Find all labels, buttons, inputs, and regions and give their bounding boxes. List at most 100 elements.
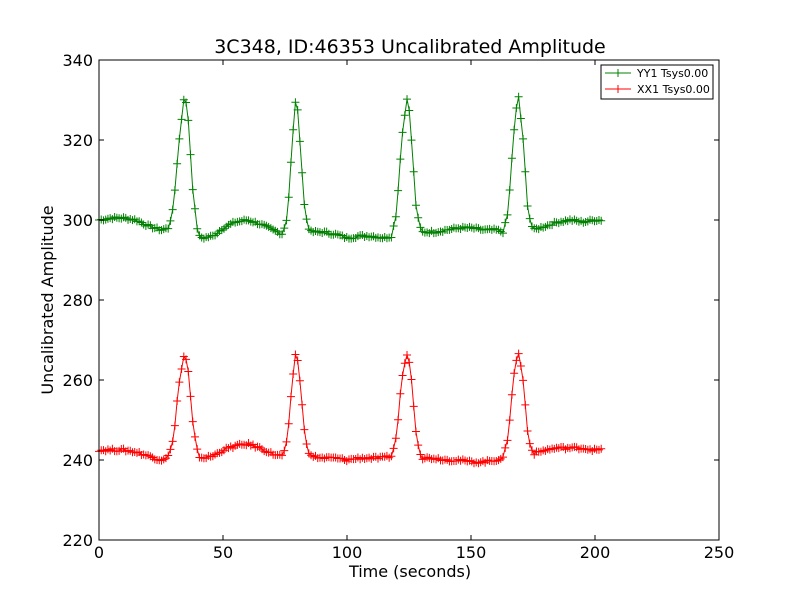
data-point-marker — [295, 376, 304, 385]
data-point-marker — [423, 228, 432, 237]
data-point-marker — [173, 397, 182, 405]
data-point-marker — [168, 205, 177, 214]
data-point-marker — [597, 216, 606, 225]
series-line — [98, 96, 602, 240]
data-point-marker — [193, 445, 202, 454]
data-point-marker — [231, 218, 240, 227]
data-point-marker — [414, 441, 423, 450]
data-point-marker — [519, 134, 528, 143]
data-point-marker — [240, 215, 249, 224]
y-tick-label: 300 — [62, 211, 93, 230]
data-point-marker — [554, 444, 563, 453]
x-tick-label: 0 — [94, 543, 104, 562]
data-point-marker — [501, 218, 510, 227]
legend-item-yy1: YY1 Tsys0.00 — [605, 67, 708, 80]
data-point-marker — [565, 444, 574, 453]
data-point-marker — [186, 392, 195, 401]
data-point-marker — [126, 446, 135, 455]
data-point-marker — [394, 186, 403, 195]
y-axis-label: Uncalibrated Amplitude — [38, 205, 57, 394]
data-point-marker — [429, 454, 438, 463]
data-point-marker — [331, 453, 340, 462]
x-tick-label: 50 — [213, 543, 233, 562]
data-point-marker — [516, 362, 525, 371]
data-point-marker — [512, 356, 521, 365]
x-tick-label: 100 — [332, 543, 363, 562]
data-point-marker — [510, 369, 519, 378]
data-point-marker — [164, 224, 173, 233]
y-tick-label: 240 — [62, 451, 93, 470]
data-point-marker — [128, 216, 137, 225]
data-point-marker — [456, 225, 465, 234]
data-point-marker — [583, 445, 592, 454]
data-point-marker — [289, 125, 298, 134]
data-point-marker — [398, 371, 407, 380]
data-point-marker — [333, 230, 342, 239]
data-point-marker — [244, 216, 253, 225]
data-point-marker — [204, 233, 213, 242]
data-point-marker — [407, 136, 416, 145]
data-point-marker — [282, 437, 291, 446]
data-point-marker — [387, 452, 396, 461]
data-point-marker — [512, 104, 521, 113]
data-point-marker — [389, 222, 398, 231]
data-point-marker — [166, 445, 175, 454]
data-point-marker — [190, 204, 199, 213]
data-point-marker — [106, 446, 115, 455]
data-point-marker — [121, 213, 130, 222]
data-point-marker — [284, 193, 293, 202]
data-point-marker — [519, 376, 528, 385]
data-point-marker — [516, 114, 525, 123]
data-point-marker — [318, 229, 327, 238]
data-point-marker — [284, 419, 293, 428]
legend-marker-xx1 — [614, 85, 622, 93]
data-point-marker — [409, 167, 418, 176]
data-point-marker — [396, 155, 405, 164]
data-point-marker — [597, 444, 606, 453]
data-point-marker — [159, 455, 168, 464]
data-point-marker — [298, 400, 307, 409]
data-point-marker — [465, 222, 474, 231]
data-point-marker — [432, 228, 441, 237]
data-point-marker — [400, 111, 409, 120]
data-point-marker — [166, 216, 175, 225]
data-point-marker — [443, 455, 452, 464]
data-point-marker — [365, 233, 374, 242]
x-axis-label: Time (seconds) — [348, 562, 471, 581]
data-point-marker — [514, 92, 523, 101]
data-point-marker — [175, 134, 184, 143]
y-tick-label: 220 — [62, 531, 93, 550]
data-point-marker — [280, 224, 289, 233]
legend-marker-yy1 — [614, 69, 622, 77]
data-point-marker — [414, 213, 423, 222]
data-point-marker — [494, 225, 503, 234]
data-point-marker — [374, 454, 382, 463]
data-point-marker — [438, 227, 447, 236]
y-tick-label: 260 — [62, 371, 93, 390]
data-point-marker — [278, 451, 287, 460]
data-point-marker — [594, 445, 603, 454]
data-point-marker — [528, 446, 537, 455]
data-point-marker — [309, 452, 318, 461]
y-tick-label: 340 — [62, 51, 93, 70]
data-point-marker — [425, 453, 434, 462]
data-point-marker — [235, 439, 244, 448]
data-point-marker — [411, 201, 420, 210]
data-point-marker — [391, 434, 400, 443]
data-point-marker — [550, 444, 559, 453]
data-point-marker — [572, 443, 581, 452]
data-point-marker — [503, 210, 512, 219]
data-point-marker — [541, 222, 550, 231]
data-point-marker — [581, 217, 590, 226]
data-point-marker — [458, 455, 467, 464]
data-point-marker — [340, 455, 349, 464]
data-point-marker — [432, 455, 441, 464]
x-tick-label: 250 — [704, 543, 735, 562]
data-point-marker — [510, 125, 519, 134]
data-point-marker — [280, 446, 289, 455]
data-point-marker — [289, 370, 298, 379]
data-point-marker — [405, 106, 414, 115]
data-point-marker — [186, 150, 195, 159]
